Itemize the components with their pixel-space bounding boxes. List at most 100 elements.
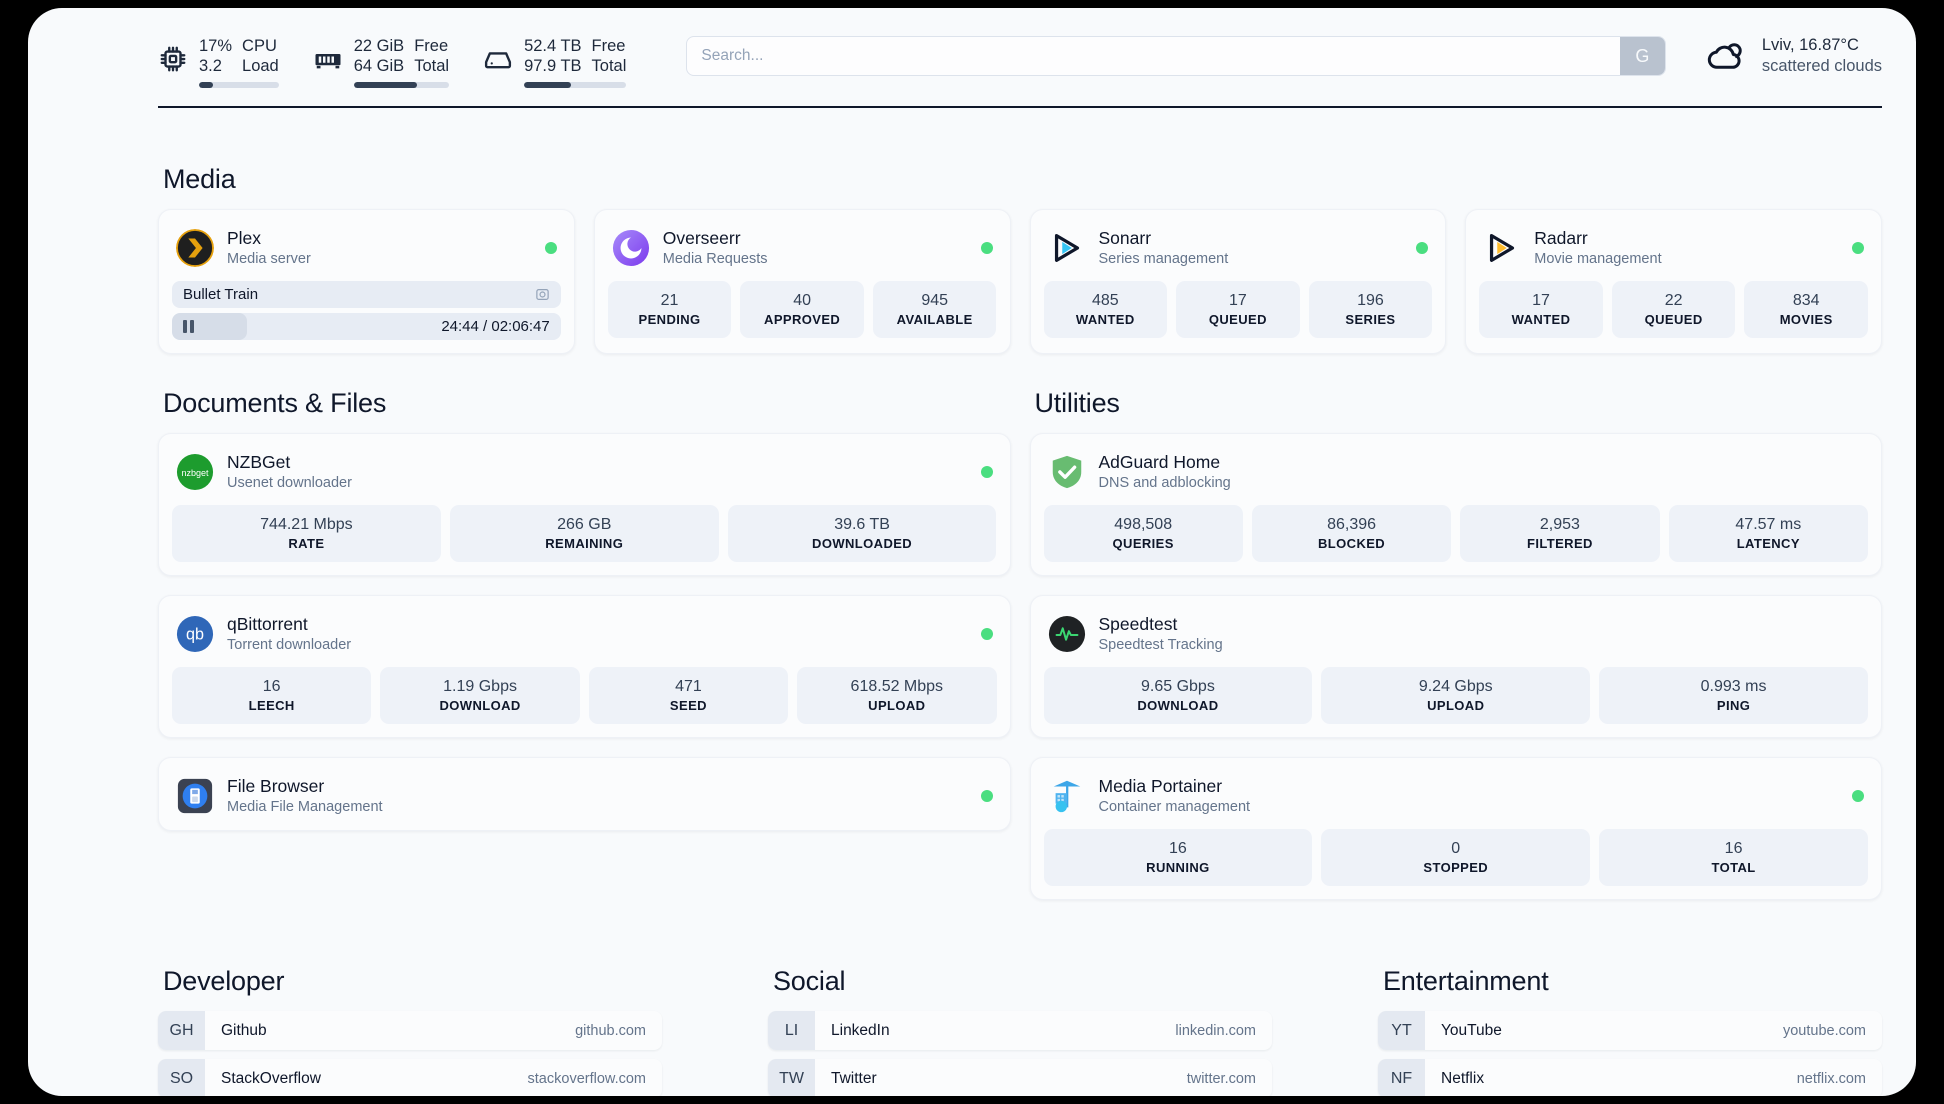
bookmark-item-twitter[interactable]: TW Twitter twitter.com: [768, 1059, 1272, 1096]
bookmark-abbr: YT: [1378, 1011, 1425, 1050]
bookmark-url: youtube.com: [1782, 1022, 1866, 1039]
section-title-utilities: Utilities: [1034, 388, 1120, 418]
service-card-nzbget[interactable]: nzbget NZBGet Usenet downloader 744.21 M…: [158, 433, 1011, 576]
bookmark-item-stackoverflow[interactable]: SO StackOverflow stackoverflow.com: [158, 1059, 662, 1096]
status-indicator-online: [1852, 242, 1864, 254]
status-indicator-online: [980, 242, 993, 254]
memory-icon: [313, 44, 343, 74]
service-card-adguard-home[interactable]: AdGuard Home DNS and adblocking 498,508 …: [1029, 433, 1882, 576]
service-card-qbittorrent[interactable]: qb qBittorrent Torrent downloader 16 LEE…: [158, 595, 1011, 738]
bookmark-group-social: Social LI LinkedIn linkedin.com TW Twitt…: [768, 910, 1272, 1096]
metric-value: 47.57 ms: [1735, 516, 1802, 533]
bookmark-item-youtube[interactable]: YT YouTube youtube.com: [1378, 1011, 1882, 1050]
disk-usage-bar: [524, 82, 627, 88]
service-card-sonarr[interactable]: Sonarr Series management 485 WANTED 17 Q…: [1029, 209, 1447, 354]
metric-label: LEECH: [248, 698, 295, 713]
bookmark-group-entertainment: Entertainment YT YouTube youtube.com NF …: [1378, 910, 1882, 1096]
metric-value: 196: [1357, 292, 1384, 309]
lower-columns: Documents & Files nzbget NZBGet Usenet d: [158, 354, 1882, 900]
metric-label: PENDING: [638, 312, 701, 327]
bookmark-item-netflix[interactable]: NF Netflix netflix.com: [1378, 1059, 1882, 1096]
bookmark-list: GH Github github.com SO StackOverflow st…: [158, 1011, 662, 1096]
metrics-row: 9.65 Gbps DOWNLOAD 9.24 Gbps UPLOAD 0.99…: [1043, 667, 1869, 724]
bookmark-abbr: GH: [158, 1011, 205, 1050]
qbittorrent-logo: qb: [176, 615, 214, 653]
metric-value: 0: [1451, 840, 1461, 857]
metric-value: 17: [1532, 292, 1550, 309]
service-name: Radarr: [1534, 228, 1588, 248]
service-name: File Browser: [227, 776, 325, 796]
cpu-label-1: CPU: [242, 37, 277, 55]
metric-value: 1.19 Gbps: [443, 678, 517, 695]
metric-tile: 47.57 ms LATENCY: [1668, 505, 1868, 562]
cast-icon[interactable]: [535, 287, 550, 302]
bookmark-item-github[interactable]: GH Github github.com: [158, 1011, 662, 1050]
service-name: NZBGet: [227, 452, 291, 472]
service-card-file-browser[interactable]: File Browser Media File Management: [158, 757, 1011, 831]
metric-value: 86,396: [1327, 516, 1377, 533]
metric-tile: 266 GB REMAINING: [449, 505, 719, 562]
filebrowser-logo: [176, 777, 214, 815]
bookmark-name: Github: [221, 1021, 267, 1039]
status-indicator-online: [980, 628, 993, 640]
pause-icon[interactable]: [183, 320, 194, 333]
metric-tile: 498,508 QUERIES: [1043, 505, 1243, 562]
status-indicator-online: [1852, 790, 1864, 802]
metric-tile: 9.65 Gbps DOWNLOAD: [1043, 667, 1313, 724]
metric-value: 0.993 ms: [1700, 678, 1767, 695]
metric-tile: 945 AVAILABLE: [872, 281, 997, 338]
search-input[interactable]: [687, 47, 1620, 65]
bookmark-abbr: SO: [158, 1059, 205, 1096]
disk-stat: 52.4 TB 97.9 TB Free Total: [483, 36, 627, 88]
metric-value: 22: [1664, 292, 1683, 309]
metric-label: LATENCY: [1736, 536, 1800, 551]
scattered-clouds-icon: [1706, 39, 1748, 73]
service-card-radarr[interactable]: Radarr Movie management 17 WANTED 22 QUE…: [1465, 209, 1882, 354]
cpu-label-2: Load: [242, 57, 279, 75]
metric-label: UPLOAD: [1427, 698, 1485, 713]
nzbget-logo: nzbget: [176, 453, 214, 491]
metric-label: QUEUED: [1208, 312, 1267, 327]
documents-column: Documents & Files nzbget NZBGet Usenet d: [158, 354, 1011, 831]
metric-label: WANTED: [1075, 312, 1135, 327]
search-submit-button[interactable]: G: [1619, 37, 1665, 75]
service-card-speedtest[interactable]: Speedtest Speedtest Tracking 9.65 Gbps D…: [1029, 595, 1882, 738]
disk-label-2: Total: [591, 57, 627, 75]
playback-time: 24:44 / 02:06:47: [441, 318, 550, 335]
bookmark-list: LI LinkedIn linkedin.com TW Twitter twit…: [768, 1011, 1272, 1096]
status-indicator-online: [980, 790, 993, 802]
playback-progress-bar[interactable]: 24:44 / 02:06:47: [172, 313, 561, 340]
service-card-plex[interactable]: Plex Media server Bullet Train: [158, 209, 575, 354]
memory-label-2: Total: [414, 57, 450, 75]
search-bar[interactable]: G: [686, 36, 1666, 76]
service-card-media-portainer[interactable]: Media Portainer Container management 16 …: [1029, 757, 1882, 900]
metric-value: 2,953: [1539, 516, 1580, 533]
top-bar: 17% 3.2 CPU Load: [28, 8, 1916, 94]
card-header: Plex Media server: [172, 223, 561, 269]
service-card-overseerr[interactable]: Overseerr Media Requests 21 PENDING 40 A…: [593, 209, 1011, 354]
bookmark-abbr: LI: [768, 1011, 815, 1050]
metrics-row: 17 WANTED 22 QUEUED 834 MOVIES: [1479, 281, 1868, 338]
metric-label: PING: [1716, 698, 1751, 713]
metric-value: 40: [793, 292, 812, 309]
metric-label: DOWNLOAD: [1137, 698, 1219, 713]
dashboard-window: 17% 3.2 CPU Load: [28, 8, 1916, 1096]
metric-tile: 22 QUEUED: [1611, 281, 1736, 338]
now-playing-row[interactable]: Bullet Train: [172, 281, 561, 308]
bookmark-abbr: TW: [768, 1059, 815, 1096]
metric-value: 9.24 Gbps: [1418, 678, 1493, 695]
memory-value-2: 64 GiB: [353, 57, 405, 75]
service-subtitle: DNS and adblocking: [1098, 475, 1231, 491]
status-indicator-online: [1416, 242, 1429, 254]
portainer-logo: [1048, 777, 1086, 815]
metrics-row: 16 RUNNING 0 STOPPED 16 TOTAL: [1043, 829, 1869, 886]
metric-tile: 2,953 FILTERED: [1460, 505, 1660, 562]
bookmark-item-linkedin[interactable]: LI LinkedIn linkedin.com: [768, 1011, 1272, 1050]
service-subtitle: Usenet downloader: [227, 475, 352, 491]
metrics-row: 498,508 QUERIES 86,396 BLOCKED 2,953 FIL…: [1043, 505, 1868, 562]
metric-value: 9.65 Gbps: [1141, 678, 1215, 695]
metric-tile: 485 WANTED: [1043, 281, 1168, 338]
card-header: Speedtest Speedtest Tracking: [1044, 609, 1869, 655]
service-subtitle: Media server: [227, 251, 311, 267]
service-subtitle: Media File Management: [227, 799, 383, 815]
